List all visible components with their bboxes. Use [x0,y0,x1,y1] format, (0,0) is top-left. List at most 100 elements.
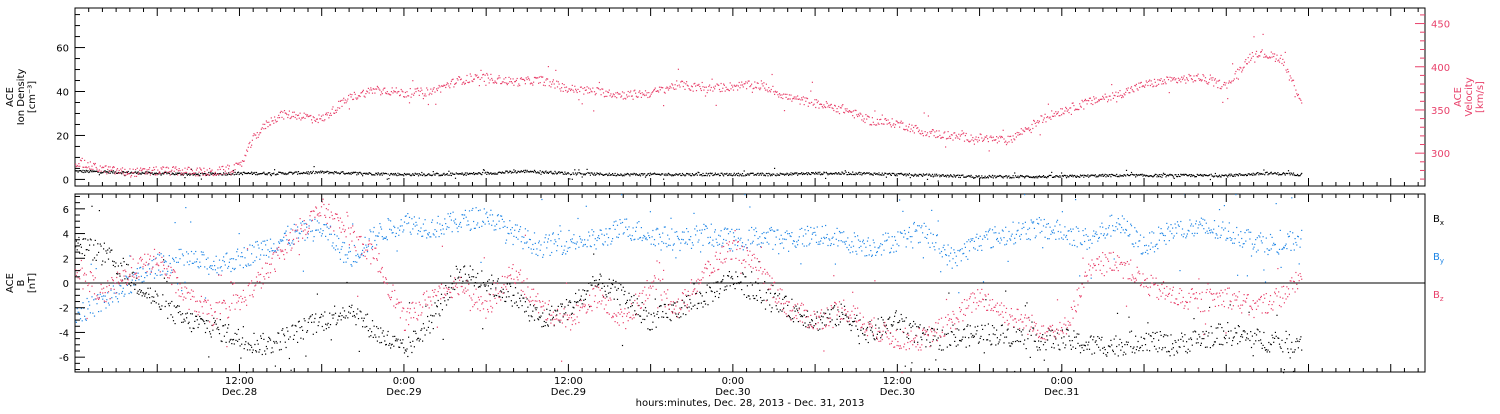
velocity-point-97 [155,174,156,175]
velocity-point-5 [79,166,80,167]
velocity-point-205 [244,161,245,162]
bx-point-200 [240,345,241,346]
bx-point-964 [868,342,869,343]
bx-point-1442 [1261,343,1262,344]
density-point-903 [818,172,819,173]
by-point-331 [347,258,348,259]
velocity-point-76 [138,174,139,175]
density-point-902 [817,173,818,174]
bx-point-591 [561,306,562,307]
bx-point-1118 [994,334,995,335]
bx-point-470 [462,283,463,284]
bx-point-1381 [1211,326,1212,327]
bx-point-344 [358,318,359,319]
velocity-point-411 [413,95,414,96]
velocity-point-436 [434,87,435,88]
bx-point-537 [517,305,518,306]
density-point-841 [767,173,768,174]
bx-point-47 [114,261,115,262]
bx-point-354 [366,326,367,327]
density-point-255 [285,173,286,174]
bx-point-134 [185,313,186,314]
velocity-point-845 [770,91,771,92]
velocity-point-1067 [952,140,953,141]
bx-point-364 [374,334,375,335]
velocity-point-378 [386,93,387,94]
bx-point-174 [218,329,219,330]
velocity-point-970 [873,122,874,123]
velocity-point-1474 [1287,69,1288,70]
bx-point-776 [713,282,714,283]
bx-point-1213 [1073,346,1074,347]
bx-point-1023 [916,326,917,327]
density-point-981 [882,173,883,174]
bx-point-1416 [1239,341,1240,342]
bx-point-666 [623,287,624,288]
bx-point-1064 [950,345,951,346]
velocity-point-480 [470,73,471,74]
density-point-241 [273,173,274,174]
density-point-434 [432,175,433,176]
velocity-point-1195 [1058,111,1059,112]
velocity-point-928 [838,106,839,107]
velocity-point-687 [640,93,641,94]
bx-point-148 [197,319,198,320]
velocity-point-785 [721,83,722,84]
density-point-379 [387,179,388,180]
bx-point-138 [189,322,190,323]
bx-point-29 [99,210,100,211]
velocity-point-1206 [1067,111,1068,112]
bx-point-1371 [1202,331,1203,332]
by-point-77 [138,279,139,280]
bx-point-1484 [1295,341,1296,342]
density-point-914 [827,173,828,174]
density-point-547 [525,170,526,171]
density-point-15 [87,170,88,171]
bx-point-352 [365,327,366,328]
velocity-point-1160 [1029,130,1030,131]
density-point-1053 [941,176,942,177]
velocity-point-1436 [1256,51,1257,52]
bx-point-1439 [1258,340,1259,341]
velocity-point-1349 [1184,79,1185,80]
bx-point-32 [101,264,102,265]
velocity-point-1425 [1247,63,1248,64]
by-point-445 [441,233,442,234]
velocity-point-675 [630,91,631,92]
velocity-point-585 [556,81,557,82]
bx-point-1123 [999,341,1000,342]
density-point-606 [573,174,574,175]
velocity-point-163 [209,168,210,169]
bx-point-1340 [1177,352,1178,353]
bx-point-1119 [995,344,996,345]
density-point-715 [663,179,664,180]
velocity-point-349 [362,91,363,92]
velocity-point-1105 [984,138,985,139]
density-point-456 [450,173,451,174]
bx-point-1027 [920,324,921,325]
by-point-386 [392,232,393,233]
velocity-point-107 [163,167,164,168]
velocity-point-356 [368,88,369,89]
velocity-point-734 [679,85,680,86]
velocity-point-681 [635,93,636,94]
velocity-point-259 [288,114,289,115]
density-point-1338 [1175,174,1176,175]
bx-point-1239 [1094,353,1095,354]
velocity-point-407 [410,88,411,89]
bx-point-833 [760,297,761,298]
bx-point-388 [394,336,395,337]
by-point-229 [263,255,264,256]
velocity-point-441 [438,88,439,89]
bx-point-130 [182,313,183,314]
bx-point-1073 [957,344,958,345]
density-point-282 [307,173,308,174]
velocity-point-369 [378,88,379,89]
density-point-1248 [1101,175,1102,176]
bx-point-335 [351,307,352,308]
bx-point-1170 [1037,350,1038,351]
velocity-point-611 [577,89,578,90]
velocity-point-330 [346,100,347,101]
density-point-831 [758,175,759,176]
bx-point-561 [536,307,537,308]
